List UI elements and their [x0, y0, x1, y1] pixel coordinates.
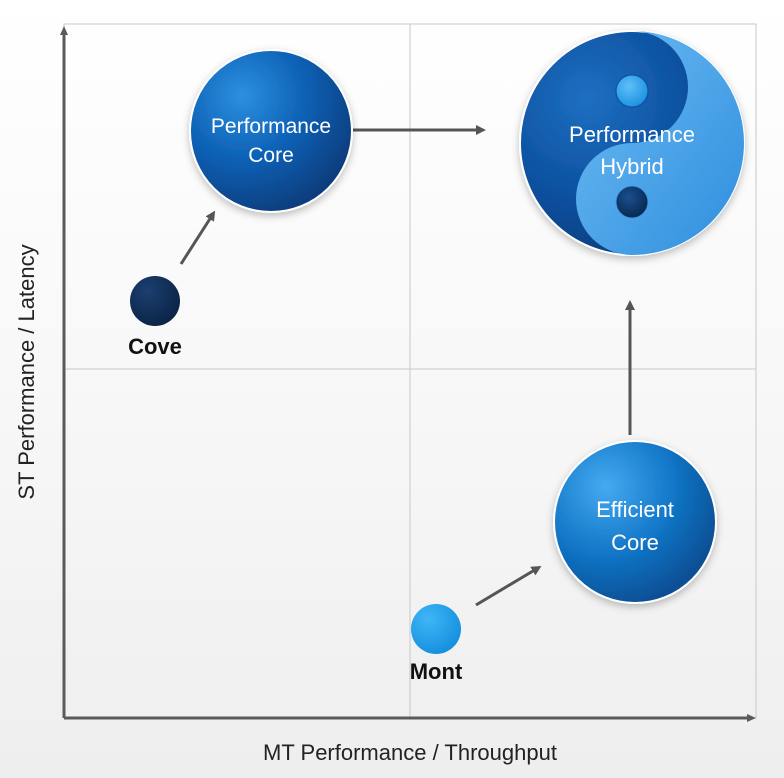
- cove-label: Cove: [128, 334, 182, 359]
- mont-label: Mont: [410, 659, 463, 684]
- mont-dot: [411, 604, 461, 654]
- efficient-core-label-line2: Core: [611, 530, 659, 555]
- efficient-core-node: Efficient Core: [553, 440, 717, 604]
- arrow-cove-to-performance-core: [179, 210, 216, 265]
- mont-node: Mont: [410, 604, 463, 684]
- cove-dot: [130, 276, 180, 326]
- arrow-mont-to-efficient-core: [475, 565, 542, 607]
- performance-core-label-line1: Performance: [211, 115, 331, 138]
- efficient-core-label-line1: Efficient: [596, 497, 674, 522]
- performance-hybrid-label-line2: Hybrid: [600, 154, 664, 179]
- efficient-core-bubble: [553, 440, 717, 604]
- performance-core-label-line2: Core: [248, 144, 294, 167]
- hybrid-dark-dot: [615, 185, 649, 219]
- performance-hybrid-label-line1: Performance: [569, 122, 695, 147]
- hybrid-light-dot: [615, 74, 649, 108]
- performance-hybrid-node: Performance Hybrid: [519, 30, 745, 256]
- cove-node: Cove: [128, 276, 182, 359]
- performance-core-bubble: [189, 49, 353, 213]
- x-axis-label: MT Performance / Throughput: [263, 740, 557, 765]
- y-axis-label: ST Performance / Latency: [14, 244, 39, 499]
- performance-core-node: Performance Core: [189, 49, 353, 213]
